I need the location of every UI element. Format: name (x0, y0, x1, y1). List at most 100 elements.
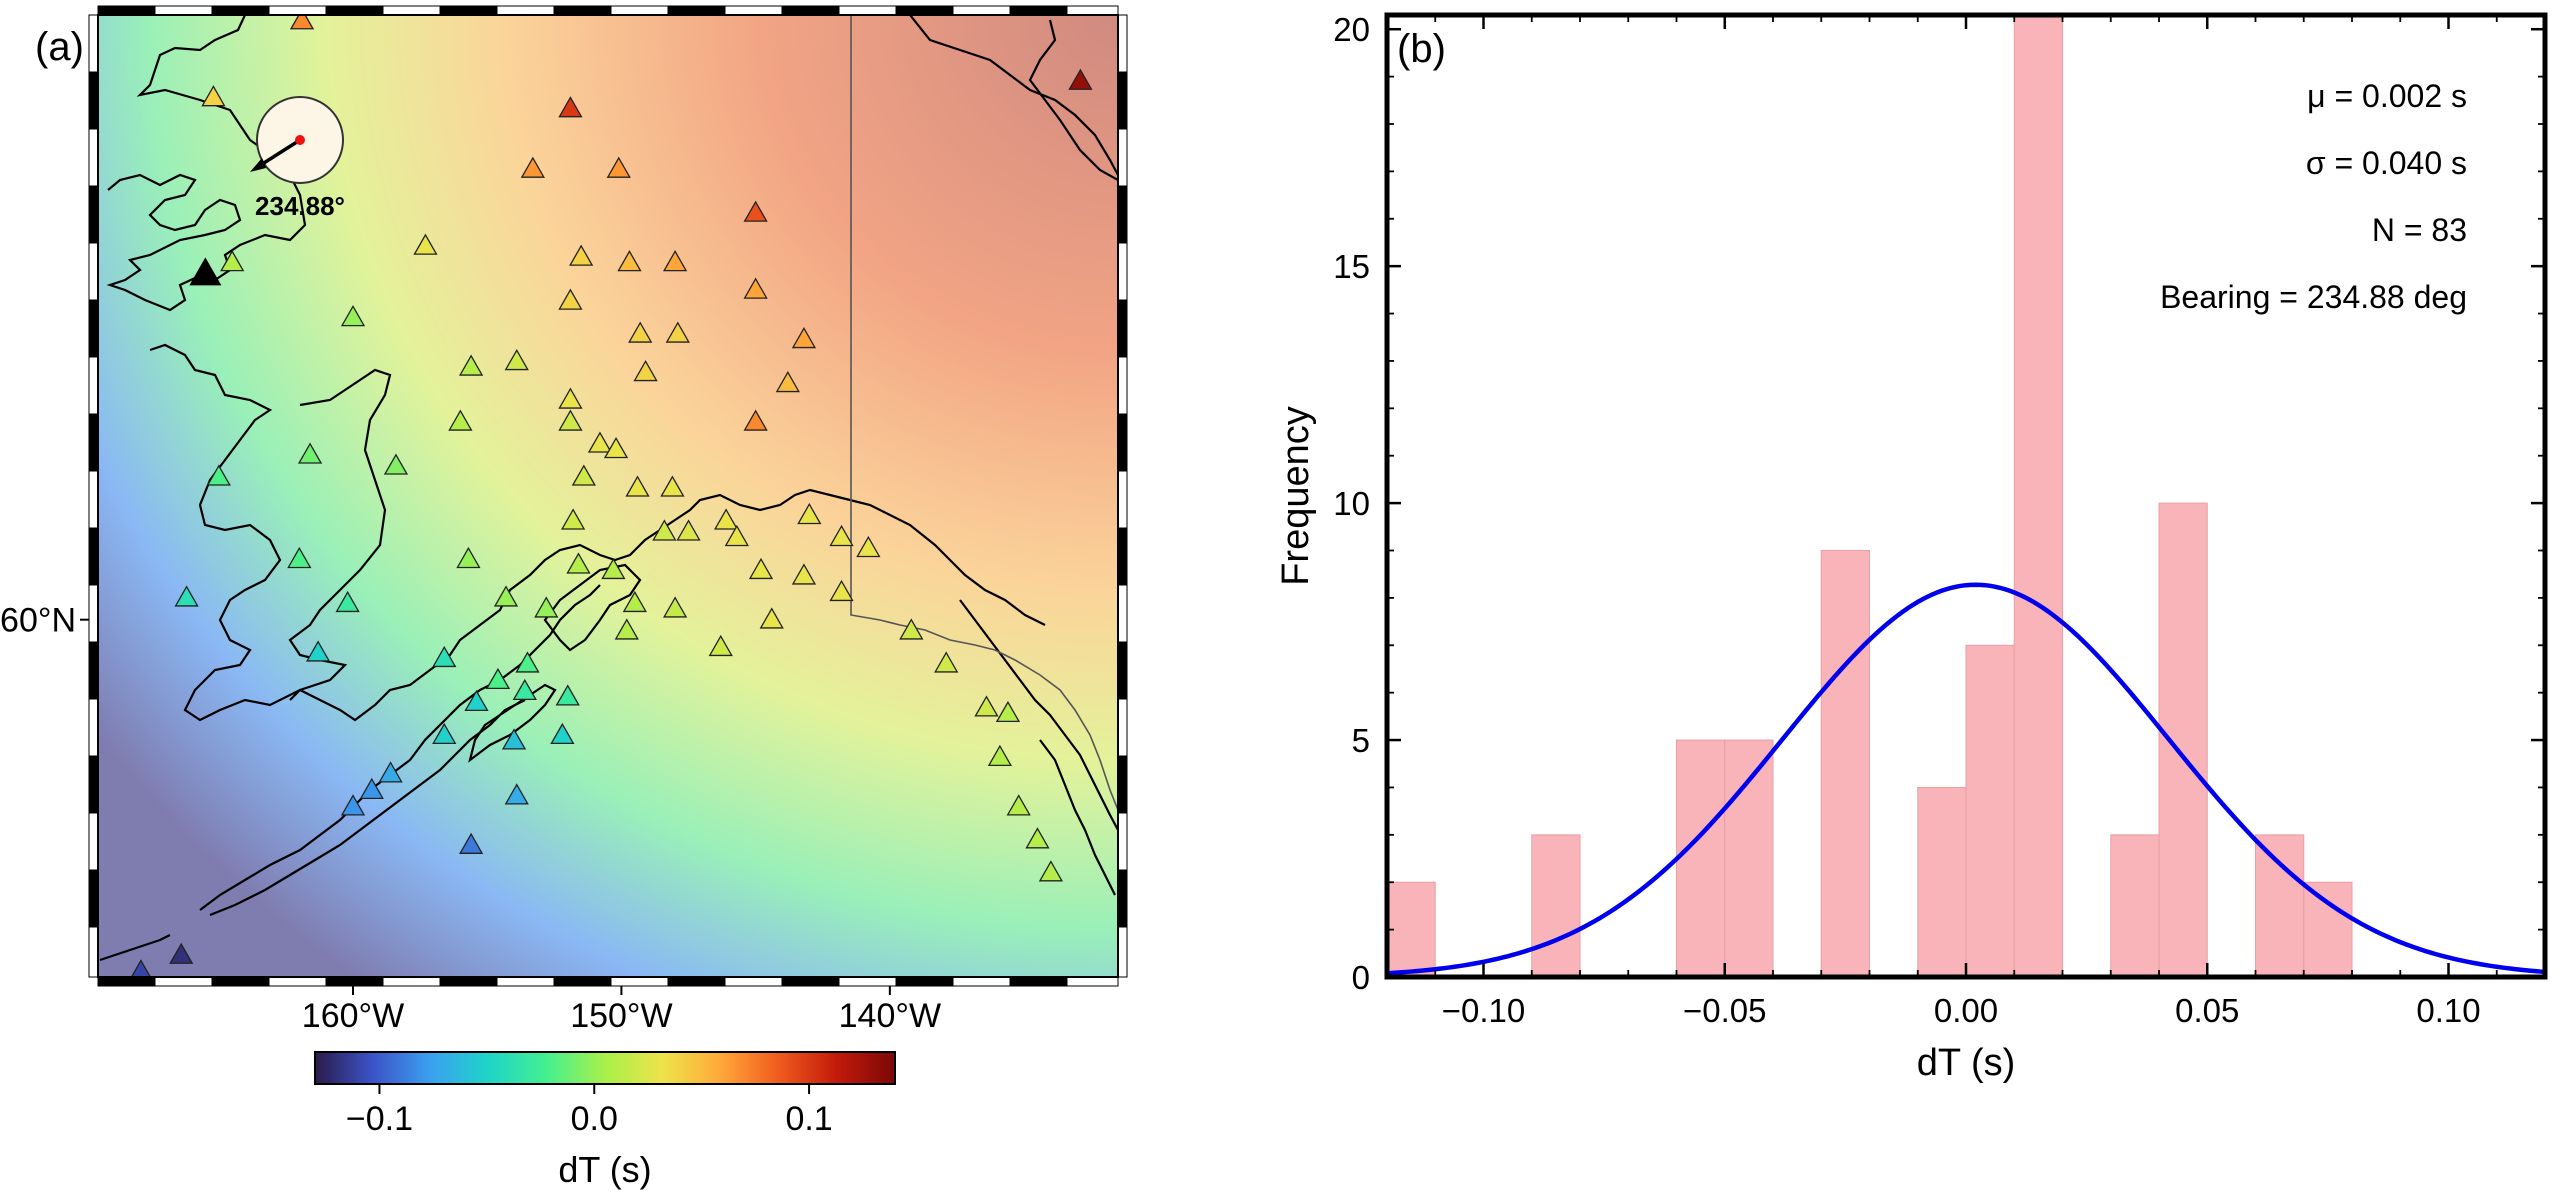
station-marker (504, 349, 529, 371)
frame-segment (1009, 976, 1068, 987)
histogram-bar (1965, 644, 2015, 978)
histogram-y-tick-label: 20 (1333, 11, 1370, 48)
station-marker (555, 684, 580, 706)
station-marker (206, 464, 231, 486)
frame-segment (88, 299, 99, 358)
frame-segment (88, 641, 99, 700)
frame-segment (1117, 470, 1128, 529)
coast-south (289, 488, 1046, 722)
station-marker (340, 794, 366, 816)
station-marker (660, 475, 685, 497)
station-marker (558, 409, 583, 431)
frame-segment (88, 128, 99, 187)
station-marker (305, 640, 331, 662)
station-marker (558, 288, 583, 310)
histogram-xlabel: dT (s) (1917, 1042, 2016, 1084)
frame-segment (88, 71, 99, 130)
histogram-bar (1820, 549, 1870, 978)
statistic-annotation: σ = 0.040 s (2306, 145, 2467, 181)
frame-segment (88, 584, 99, 643)
frame-segment (382, 5, 441, 16)
frame-segment (211, 5, 270, 16)
station-marker (1068, 68, 1093, 90)
frame-segment (553, 976, 612, 987)
histogram-bar (2255, 834, 2305, 978)
histogram-x-tick-label: −0.05 (1683, 992, 1767, 1029)
station-marker (601, 557, 626, 580)
histogram-x-tick-label: −0.10 (1442, 992, 1526, 1029)
histogram-bar (1724, 739, 1774, 978)
coast-victoria-island (1028, 19, 1118, 181)
colorbar-ticks: −0.1 0.0 0.1 (346, 1084, 833, 1138)
station-marker (614, 618, 639, 640)
station-marker (515, 651, 540, 673)
frame-segment (1117, 356, 1128, 415)
station-marker (652, 519, 677, 541)
frame-segment (1117, 299, 1128, 358)
frame-segment (1066, 976, 1119, 987)
station-marker (748, 557, 774, 580)
station-marker (558, 96, 583, 118)
station-marker (775, 370, 800, 393)
station-marker (493, 585, 519, 607)
frame-segment (154, 5, 213, 16)
frame-segment (1117, 755, 1128, 814)
colorbar: −0.1 0.0 0.1 dT (s) (314, 1051, 896, 1190)
station-marker (566, 552, 591, 574)
frame-segment (211, 976, 270, 987)
histogram-y-tick-label: 15 (1333, 248, 1370, 285)
frame-segment (88, 698, 99, 757)
histogram-x-tick-label: 0.05 (2175, 992, 2239, 1029)
frame-segment (1117, 869, 1128, 928)
histogram-x-ticks: −0.10 −0.05 0.00 0.05 0.10 (1442, 15, 2481, 1029)
gaussian-fit-curve (1386, 582, 2546, 976)
frame-segment (268, 976, 327, 987)
station-marker (456, 546, 481, 569)
station-marker (458, 354, 484, 376)
histogram-bar (2110, 834, 2160, 978)
frame-segment (838, 5, 897, 16)
frame-segment (895, 5, 954, 16)
bearing-label: 234.88° (255, 191, 345, 221)
station-marker (995, 700, 1021, 723)
histogram-y-ticks: 0 5 10 15 20 (1333, 11, 2545, 996)
station-marker (856, 535, 881, 558)
frame-segment (1066, 5, 1119, 16)
station-marker (797, 502, 822, 525)
station-marker (201, 85, 226, 107)
frame-segment (268, 5, 327, 16)
station-marker (791, 327, 817, 349)
statistics-annotations: μ = 0.002 s σ = 0.040 s N = 83 Bearing = 23… (2160, 78, 2467, 315)
colorbar-tick-label: 0.1 (785, 1100, 832, 1138)
histogram-x-tick-label: 0.00 (1934, 992, 1998, 1029)
frame-segment (382, 976, 441, 987)
station-marker (289, 8, 315, 30)
borders (850, 15, 1118, 811)
station-marker (713, 508, 739, 530)
map-x-tick-label: 160°W (302, 997, 404, 1035)
station-marker (378, 761, 403, 783)
map-x-ticks: 160°W 150°W 140°W (302, 986, 941, 1035)
frame-segment (1117, 14, 1128, 73)
colorbar-label: dT (s) (558, 1149, 651, 1190)
frame-segment (1117, 812, 1128, 871)
map-x-tick-label: 140°W (839, 997, 941, 1035)
bearing-arrowhead-icon (250, 158, 266, 172)
station-marker (587, 431, 613, 453)
station-marker (413, 233, 438, 255)
statistic-annotation: N = 83 (2372, 212, 2467, 248)
station-marker (1006, 794, 1031, 816)
station-marker (458, 832, 484, 854)
station-marker (220, 250, 245, 272)
coast-kodiak (468, 683, 557, 763)
station-marker (297, 442, 323, 464)
histogram-bar (2013, 14, 2063, 978)
frame-segment (952, 5, 1011, 16)
frame-segment (667, 5, 726, 16)
station-marker (603, 436, 629, 459)
station-marker (464, 689, 489, 712)
map-border (97, 14, 1119, 978)
map-frame (88, 5, 1128, 987)
frame-segment (1117, 926, 1128, 978)
station-marker (174, 585, 199, 607)
